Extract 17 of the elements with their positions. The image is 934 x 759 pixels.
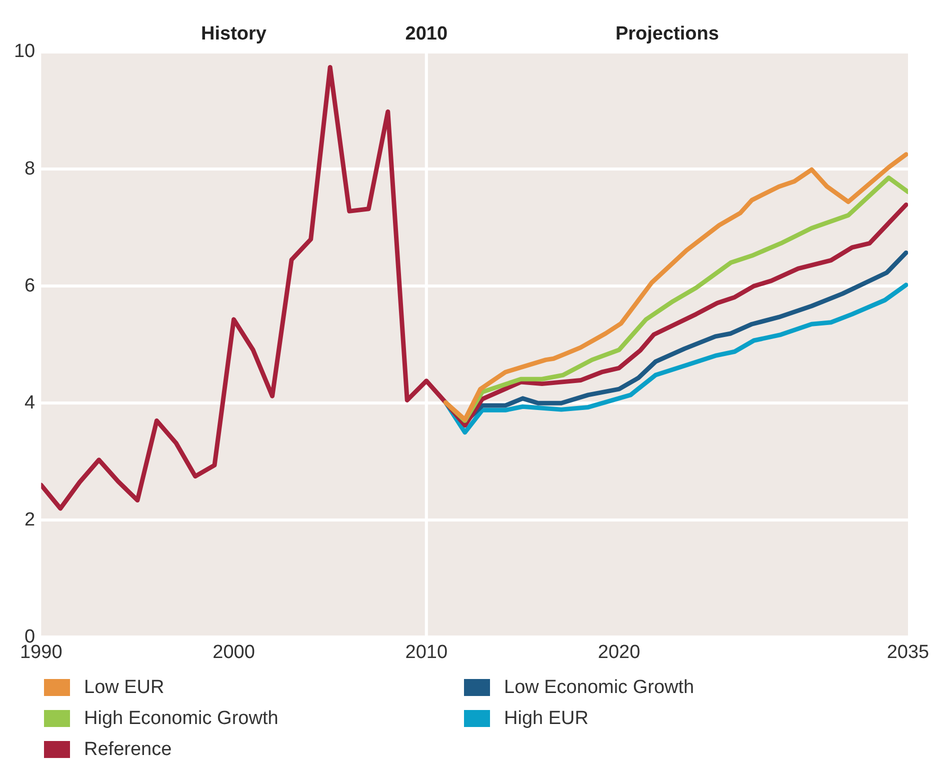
legend-label: High Economic Growth [84,708,278,730]
ref-line-label: 2010 [405,24,448,45]
x-tick-label: 2010 [405,642,448,663]
text: Projections [615,24,719,45]
legend-label: Low Economic Growth [504,676,694,698]
text: History [201,24,267,45]
legend-label: Low EUR [84,676,164,698]
y-tick-label: 2 [24,509,36,530]
y-tick-label: 6 [24,275,36,296]
x-tick-label: 2000 [212,642,255,663]
legend-label: Reference [84,738,172,759]
y-tick-label: 10 [14,41,36,62]
y-tick-label: 4 [24,392,36,414]
x-tick-label: 2035 [886,642,930,663]
y-tick-label: 8 [24,158,36,180]
legend-label: High EUR [504,708,588,730]
x-tick-label: 2020 [598,642,640,663]
